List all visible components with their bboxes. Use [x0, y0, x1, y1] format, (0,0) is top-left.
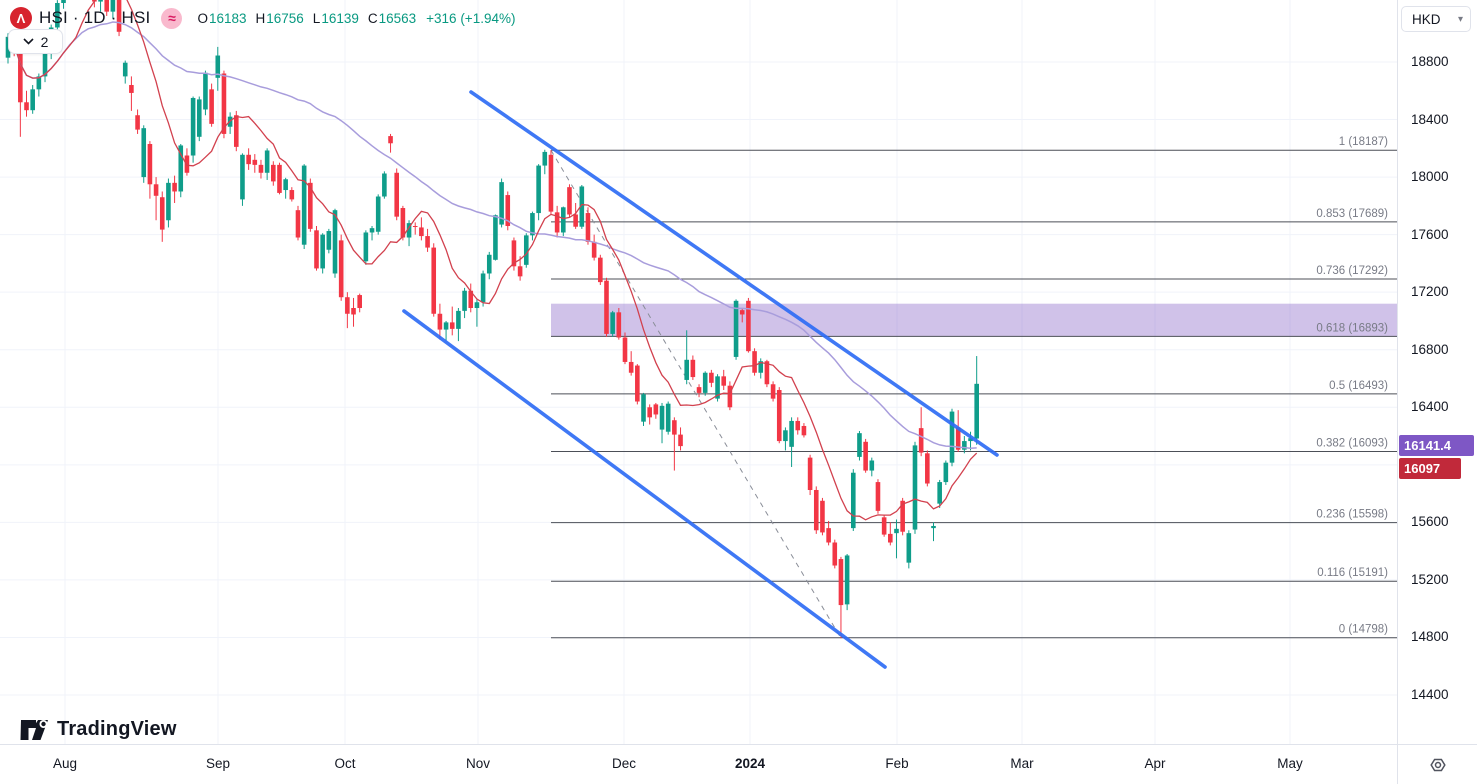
fib-level-label: 0.5 (16493): [1329, 380, 1388, 392]
time-axis-label: 2024: [734, 756, 766, 771]
candlestick-chart-canvas[interactable]: 1 (18187) 0.853 (17689) 0.736 (17292) 0.618…: [0, 0, 1397, 744]
chevron-down-icon: ▾: [1457, 13, 1463, 25]
ohlc-readout: O 16183 H 16756 L 16139 C 16563 +316 (+1.94%…: [197, 11, 515, 26]
time-axis-label: Apr: [1144, 756, 1166, 771]
price-axis-label: 16800: [1411, 341, 1449, 357]
price-axis-label: 14800: [1411, 629, 1449, 645]
gear-icon: [1429, 758, 1446, 771]
fib-level-label: 1 (18187): [1339, 136, 1388, 148]
time-axis-label: Aug: [52, 756, 78, 771]
time-axis-label: Sep: [205, 756, 231, 771]
indicator-count: 2: [40, 33, 49, 50]
time-axis-label: Dec: [611, 756, 637, 771]
ma-fast-price-badge: 16097: [1399, 457, 1461, 479]
close-label: C: [367, 10, 378, 26]
time-axis-label: Nov: [465, 756, 491, 771]
fib-level-label: 0.236 (15598): [1316, 509, 1388, 521]
indicators-collapse-button[interactable]: 2: [8, 29, 63, 54]
time-axis-label: Mar: [1010, 756, 1034, 771]
low-label: L: [312, 10, 321, 26]
fib-level-label: 0.853 (17689): [1316, 208, 1388, 220]
price-axis-label: 18400: [1411, 111, 1449, 127]
ma-slow-price-badge: 16141.4: [1399, 434, 1474, 456]
fib-level-label: 0.382 (16093): [1316, 437, 1388, 449]
time-axis[interactable]: Aug Sep Oct Nov Dec 2024 Feb Mar Apr May: [0, 744, 1397, 784]
time-axis-settings[interactable]: [1397, 744, 1477, 784]
symbol-legend[interactable]: Λ HSI · 1D · HSI ≈ O 16183 H 16756 L 16139 …: [10, 7, 515, 29]
chevron-down-icon: [23, 38, 34, 45]
price-axis-label: 17600: [1411, 226, 1449, 242]
price-axis-label: 14400: [1411, 686, 1449, 702]
price-axis-label: 17200: [1411, 284, 1449, 300]
price-axis-label: 18000: [1411, 169, 1449, 185]
low-value: 16139: [321, 10, 359, 26]
symbol-logo: Λ: [10, 7, 32, 29]
time-axis-label: May: [1277, 756, 1303, 771]
price-axis-label: 15600: [1411, 514, 1449, 530]
tradingview-logo-icon: [20, 720, 48, 740]
symbol-title[interactable]: HSI · 1D · HSI: [39, 8, 151, 27]
price-axis-label: 15200: [1411, 571, 1449, 587]
fib-level-label: 0.618 (16893): [1316, 322, 1388, 334]
price-axis[interactable]: 16141.4 16097 18800 18400 18000 17600 17200 1…: [1397, 0, 1477, 744]
high-value: 16756: [266, 10, 304, 26]
open-value: 16183: [208, 10, 247, 26]
fib-level-label: 0.736 (17292): [1316, 265, 1388, 277]
fib-level-label: 0 (14798): [1339, 624, 1388, 636]
tradingview-watermark: TradingView: [20, 716, 177, 743]
delayed-data-icon[interactable]: ≈: [161, 7, 183, 29]
currency-selector[interactable]: HKD ▾: [1401, 6, 1471, 32]
change-value: +316 (+1.94%): [426, 10, 516, 26]
price-axis-label: 16400: [1411, 399, 1449, 415]
close-value: 16563: [378, 10, 417, 26]
time-axis-label: Oct: [334, 756, 356, 771]
fib-level-label: 0.116 (15191): [1317, 567, 1388, 579]
price-axis-label: 18800: [1411, 54, 1449, 69]
time-axis-label: Feb: [885, 756, 909, 771]
watermark-text: TradingView: [57, 718, 177, 740]
high-label: H: [255, 10, 266, 26]
currency-label: HKD: [1412, 11, 1441, 27]
open-label: O: [197, 10, 208, 26]
